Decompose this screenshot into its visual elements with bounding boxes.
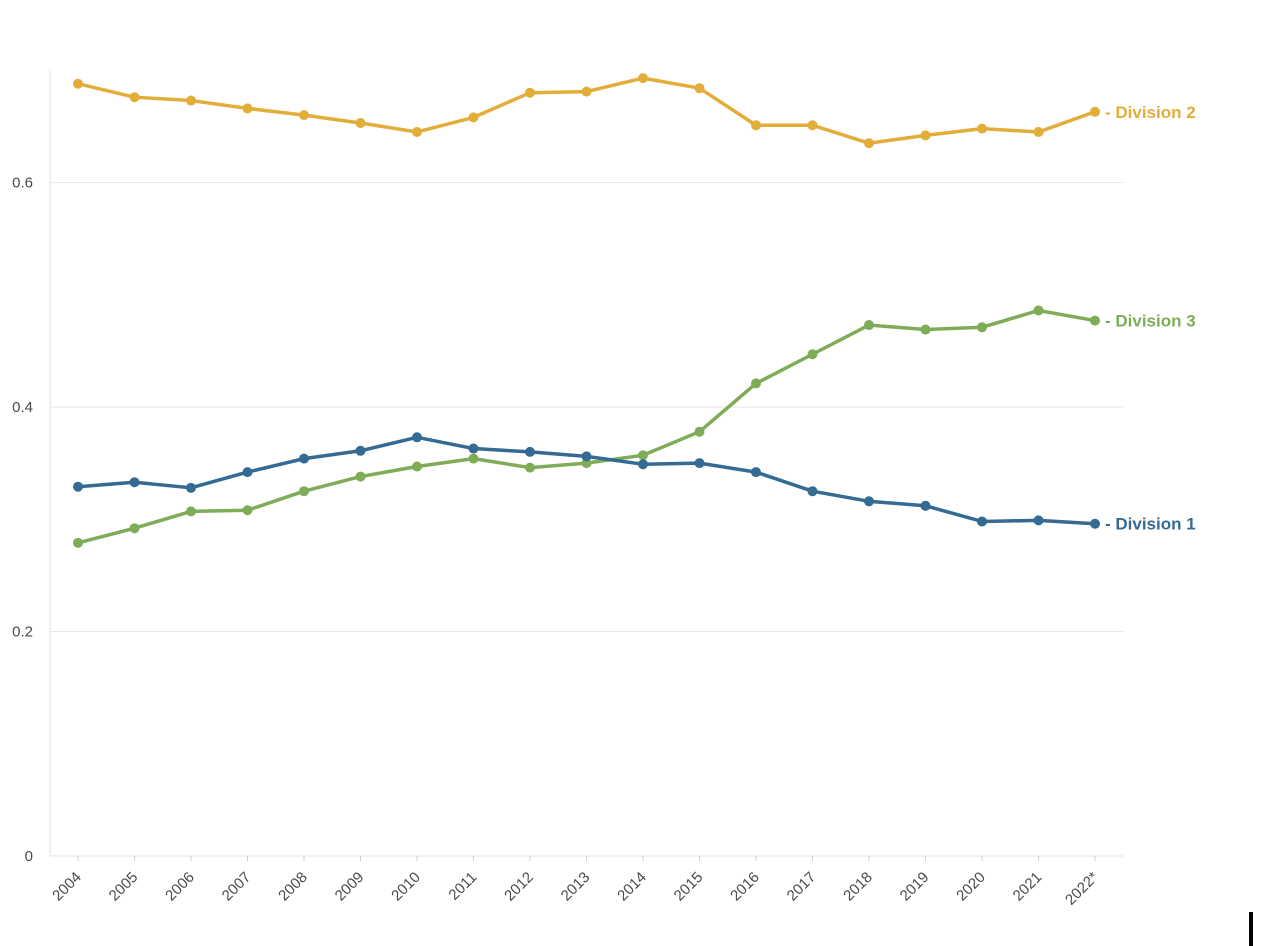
data-point (186, 506, 196, 517)
data-point (242, 103, 253, 114)
x-tick-label: 2017 (784, 869, 820, 905)
data-point (129, 92, 140, 103)
x-tick-label: 2013 (558, 869, 594, 905)
x-tick-label: 2005 (106, 869, 142, 905)
data-point (355, 118, 366, 129)
data-point (73, 537, 83, 548)
series-label: - Division 2 (1105, 103, 1196, 122)
data-point (355, 445, 366, 456)
series-label: - Division 3 (1105, 312, 1196, 331)
x-tick-label: 2021 (1010, 869, 1046, 905)
data-point (1033, 126, 1044, 137)
data-point (1033, 305, 1044, 316)
data-point (1090, 315, 1100, 326)
x-tick-label: 2014 (614, 869, 650, 905)
series-lines (73, 73, 1100, 548)
data-point (468, 453, 479, 464)
x-tick-label: 2009 (332, 869, 368, 905)
data-point (299, 453, 309, 464)
data-point (581, 86, 592, 97)
data-point (1033, 515, 1044, 526)
x-tick-label: 2015 (671, 869, 707, 905)
data-point (977, 516, 987, 527)
x-tick-label: 2011 (445, 869, 480, 904)
data-point (242, 467, 253, 478)
x-tick-label: 2008 (275, 869, 311, 905)
data-point (412, 432, 422, 443)
data-point (977, 322, 987, 333)
data-point (525, 87, 535, 98)
data-point (751, 120, 761, 131)
series-labels: - Division 2 - Division 3 - Division 1 (1105, 103, 1196, 534)
data-point (751, 378, 761, 389)
x-tick-label: 2018 (840, 869, 876, 905)
data-point (638, 73, 648, 84)
y-tick-labels: 0 0.2 0.4 0.6 (12, 175, 33, 866)
x-tick-label: 2004 (49, 869, 85, 905)
data-point (638, 459, 648, 470)
data-point (694, 83, 705, 94)
data-point (694, 426, 705, 437)
data-point (299, 110, 309, 121)
data-point (129, 523, 140, 534)
data-point (129, 477, 140, 488)
data-point (525, 446, 535, 457)
data-point (694, 458, 705, 469)
data-point (1090, 518, 1100, 529)
data-point (73, 78, 83, 89)
series-label: - Division 1 (1105, 515, 1196, 534)
x-tick-label: 2010 (388, 869, 424, 905)
data-point (920, 500, 931, 511)
data-point (864, 320, 874, 331)
x-tick-label: 2007 (219, 869, 255, 905)
data-point (807, 486, 818, 497)
y-tick-label: 0.4 (12, 399, 33, 416)
x-tick-label: 2012 (501, 869, 537, 905)
data-point (581, 451, 592, 462)
data-point (638, 450, 648, 461)
data-point (412, 461, 422, 472)
series-line (76, 308, 1097, 545)
data-point (807, 349, 818, 360)
data-point (525, 462, 535, 473)
data-point (73, 481, 83, 492)
data-point (186, 95, 196, 106)
x-tick-label: 2006 (162, 869, 198, 905)
x-tick-label: 2016 (727, 869, 763, 905)
data-point (412, 126, 422, 137)
x-tick-labels: 2004 2005 2006 2007 2008 2009 2010 2011 2012 2013… (49, 856, 1102, 909)
x-tick-label: 2022* (1062, 869, 1102, 909)
x-tick-label: 2020 (953, 869, 989, 905)
data-point (977, 123, 987, 134)
data-point (920, 324, 931, 335)
data-point (355, 471, 366, 482)
data-point (1090, 106, 1100, 117)
grid-lines (50, 182, 1123, 632)
y-tick-label: 0.6 (12, 175, 33, 192)
y-tick-label: 0 (25, 848, 33, 865)
data-point (864, 138, 874, 149)
data-point (920, 130, 931, 141)
data-point (468, 112, 479, 123)
x-tick-label: 2019 (897, 869, 933, 905)
data-point (807, 120, 818, 131)
data-point (751, 467, 761, 478)
text-cursor-bar (1249, 912, 1253, 946)
data-point (242, 505, 253, 516)
y-tick-label: 0.2 (12, 624, 33, 641)
data-point (864, 496, 874, 507)
data-point (299, 486, 309, 497)
data-point (468, 443, 479, 454)
data-point (186, 482, 196, 493)
